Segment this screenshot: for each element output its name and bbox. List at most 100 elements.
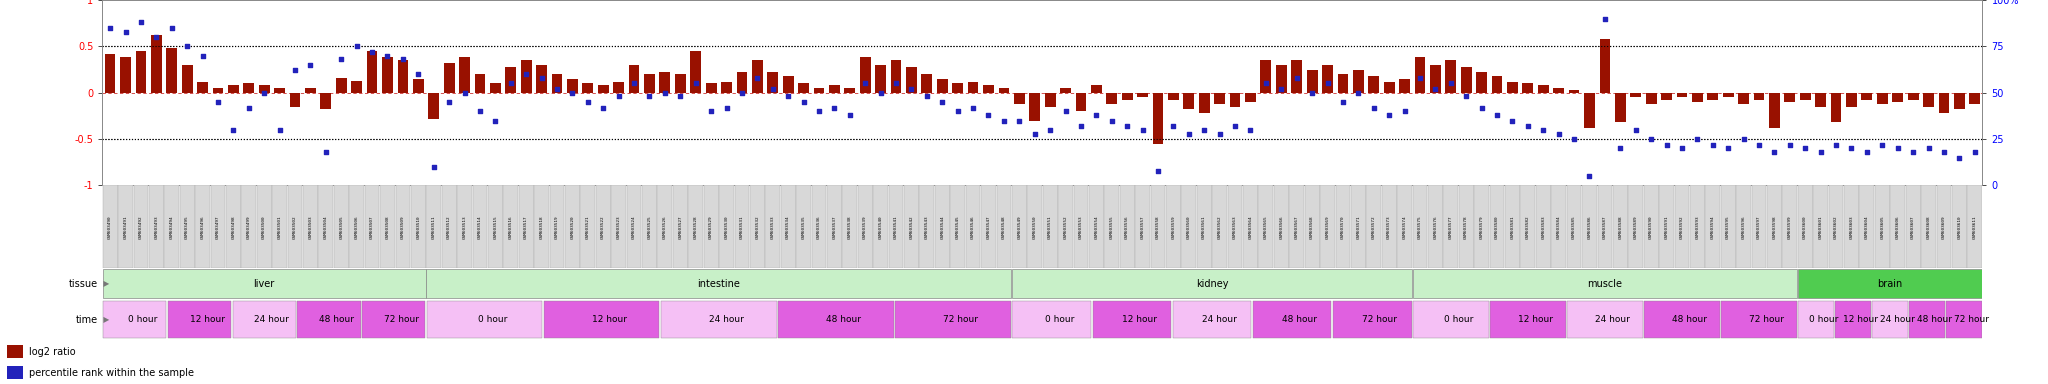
Point [557, 90, 590, 96]
Point [109, 28, 141, 35]
Text: GSM603540: GSM603540 [879, 215, 883, 238]
Bar [829, 85, 840, 93]
Point [1882, 145, 1915, 151]
Bar [1815, 93, 1827, 107]
Text: GSM603503: GSM603503 [309, 215, 313, 238]
FancyBboxPatch shape [164, 185, 178, 268]
Text: 48 hour: 48 hour [319, 315, 354, 324]
Text: GSM603603: GSM603603 [1849, 215, 1853, 238]
Bar [1954, 93, 1964, 109]
Text: GSM603576: GSM603576 [1434, 215, 1438, 238]
Point [1235, 127, 1268, 133]
Text: 0 hour: 0 hour [1044, 315, 1073, 324]
Point [571, 99, 604, 105]
FancyBboxPatch shape [778, 301, 893, 338]
Text: 12 hour: 12 hour [1122, 315, 1157, 324]
FancyBboxPatch shape [225, 185, 242, 268]
FancyBboxPatch shape [1321, 185, 1335, 268]
Text: GSM603580: GSM603580 [1495, 215, 1499, 238]
Point [1126, 127, 1159, 133]
FancyBboxPatch shape [1751, 185, 1767, 268]
FancyBboxPatch shape [1227, 185, 1243, 268]
Bar [1522, 83, 1534, 93]
Point [725, 90, 758, 96]
FancyBboxPatch shape [1012, 301, 1092, 338]
Text: GSM603560: GSM603560 [1188, 215, 1190, 238]
Text: 0 hour: 0 hour [477, 315, 508, 324]
Bar [520, 60, 532, 93]
Text: GSM603492: GSM603492 [139, 215, 143, 238]
FancyBboxPatch shape [1444, 185, 1458, 268]
Point [1096, 118, 1128, 124]
FancyBboxPatch shape [811, 185, 827, 268]
Bar [1647, 93, 1657, 104]
Point [201, 99, 233, 105]
FancyBboxPatch shape [1489, 185, 1505, 268]
Bar [1030, 93, 1040, 121]
Bar [874, 65, 887, 93]
Text: GSM603530: GSM603530 [725, 215, 729, 238]
Text: GSM603555: GSM603555 [1110, 215, 1114, 238]
Point [1034, 127, 1067, 133]
Text: GSM603590: GSM603590 [1649, 215, 1653, 238]
FancyBboxPatch shape [1782, 185, 1798, 268]
Bar [1075, 93, 1085, 111]
Text: GSM603548: GSM603548 [1001, 215, 1006, 238]
Bar [1800, 93, 1810, 100]
Text: GSM603591: GSM603591 [1665, 215, 1669, 238]
FancyBboxPatch shape [518, 185, 535, 268]
Text: GSM603533: GSM603533 [770, 215, 774, 238]
FancyBboxPatch shape [997, 185, 1012, 268]
FancyBboxPatch shape [1305, 185, 1319, 268]
FancyBboxPatch shape [412, 185, 426, 268]
FancyBboxPatch shape [1335, 185, 1350, 268]
Bar [891, 60, 901, 93]
Point [987, 118, 1020, 124]
FancyBboxPatch shape [1921, 185, 1935, 268]
Text: GSM603598: GSM603598 [1772, 215, 1776, 238]
Bar [1739, 93, 1749, 104]
Text: GSM603525: GSM603525 [647, 215, 651, 238]
FancyBboxPatch shape [1427, 185, 1442, 268]
Point [1866, 142, 1898, 148]
Bar [319, 93, 332, 109]
Bar [475, 74, 485, 93]
Text: GSM603601: GSM603601 [1819, 215, 1823, 238]
FancyBboxPatch shape [1012, 185, 1026, 268]
FancyBboxPatch shape [1597, 185, 1612, 268]
Text: GSM603502: GSM603502 [293, 215, 297, 238]
Text: GSM603493: GSM603493 [154, 215, 158, 238]
FancyBboxPatch shape [872, 185, 889, 268]
Bar [1384, 82, 1395, 93]
Text: GSM603592: GSM603592 [1679, 215, 1683, 238]
Text: GSM603584: GSM603584 [1556, 215, 1561, 238]
Point [1696, 142, 1729, 148]
FancyBboxPatch shape [334, 185, 348, 268]
Bar [1184, 93, 1194, 109]
FancyBboxPatch shape [889, 185, 903, 268]
Point [1389, 108, 1421, 114]
Text: GSM603606: GSM603606 [1896, 215, 1901, 238]
Text: GSM603566: GSM603566 [1280, 215, 1284, 238]
FancyBboxPatch shape [920, 185, 934, 268]
FancyBboxPatch shape [1567, 185, 1581, 268]
Text: 72 hour: 72 hour [1362, 315, 1397, 324]
FancyBboxPatch shape [211, 185, 225, 268]
Bar [1292, 60, 1303, 93]
Text: 48 hour: 48 hour [1671, 315, 1708, 324]
Bar [1354, 70, 1364, 93]
Bar [1507, 82, 1518, 93]
FancyBboxPatch shape [981, 185, 995, 268]
Bar [1307, 70, 1317, 93]
Bar [737, 72, 748, 93]
Text: GSM603510: GSM603510 [416, 215, 420, 238]
Bar [551, 74, 563, 93]
Point [1559, 136, 1591, 142]
Point [94, 25, 127, 31]
FancyBboxPatch shape [1583, 185, 1597, 268]
Point [1495, 118, 1528, 124]
Text: muscle: muscle [1587, 279, 1622, 289]
Text: GSM603581: GSM603581 [1511, 215, 1513, 238]
FancyBboxPatch shape [842, 185, 858, 268]
Point [1620, 127, 1653, 133]
